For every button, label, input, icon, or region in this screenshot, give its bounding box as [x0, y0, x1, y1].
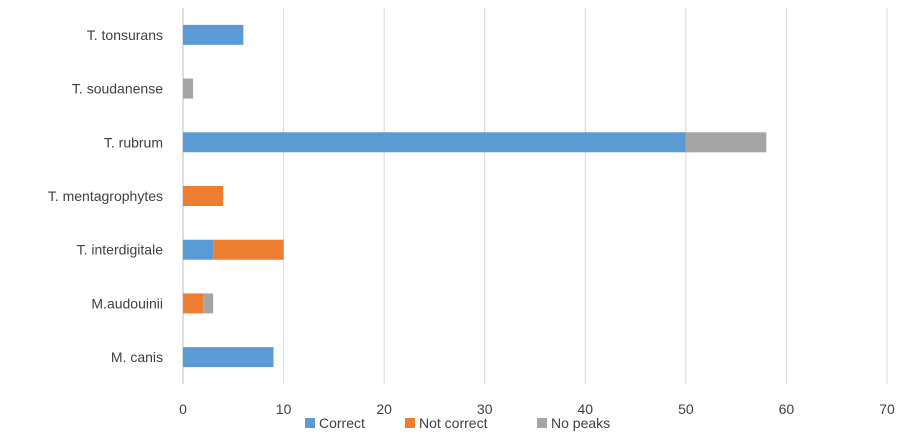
category-label-t-rubrum: T. rubrum	[104, 134, 163, 150]
category-label-m-audouinii: M.audouinii	[91, 295, 163, 311]
bar-no-peaks-m-audouinii	[203, 293, 214, 314]
legend: Correct Not correct No peaks	[305, 415, 610, 431]
x-axis-tick-labels: 0 10 20 30 40 50 60 70	[179, 401, 895, 417]
legend-label-correct: Correct	[319, 415, 365, 431]
bars	[183, 24, 767, 368]
category-label-t-tonsurans: T. tonsurans	[87, 27, 163, 43]
bar-not-correct-t-mentagrophytes	[183, 186, 224, 206]
bar-correct-t-rubrum	[183, 132, 686, 153]
legend-label-not-correct: Not correct	[419, 415, 488, 431]
x-tick-label: 60	[779, 401, 795, 417]
x-tick-label: 40	[577, 401, 593, 417]
grid-lines	[182, 8, 888, 384]
category-label-t-soudanense: T. soudanense	[72, 81, 163, 97]
x-tick-label: 20	[376, 401, 392, 417]
category-label-t-interdigitale: T. interdigitale	[77, 242, 164, 258]
bar-no-peaks-t-soudanense	[183, 78, 194, 99]
bar-no-peaks-t-rubrum	[685, 132, 767, 153]
legend-swatch-no-peaks	[537, 418, 547, 428]
bar-correct-t-tonsurans	[183, 24, 244, 45]
legend-swatch-correct	[305, 418, 315, 428]
bar-not-correct-m-audouinii	[183, 293, 204, 314]
bar-correct-m-canis	[183, 347, 274, 368]
x-tick-label: 0	[179, 401, 187, 417]
category-labels: T. tonsurans T. soudanense T. rubrum T. men…	[48, 27, 163, 365]
legend-swatch-not-correct	[405, 418, 415, 428]
legend-label-no-peaks: No peaks	[551, 415, 610, 431]
x-tick-label: 70	[879, 401, 895, 417]
x-tick-label: 10	[276, 401, 292, 417]
category-label-m-canis: M. canis	[111, 349, 163, 365]
x-tick-label: 30	[477, 401, 493, 417]
bar-correct-t-interdigitale	[183, 239, 214, 260]
x-tick-label: 50	[678, 401, 694, 417]
bar-not-correct-t-interdigitale	[213, 239, 284, 260]
category-label-t-mentagrophytes: T. mentagrophytes	[48, 188, 163, 204]
